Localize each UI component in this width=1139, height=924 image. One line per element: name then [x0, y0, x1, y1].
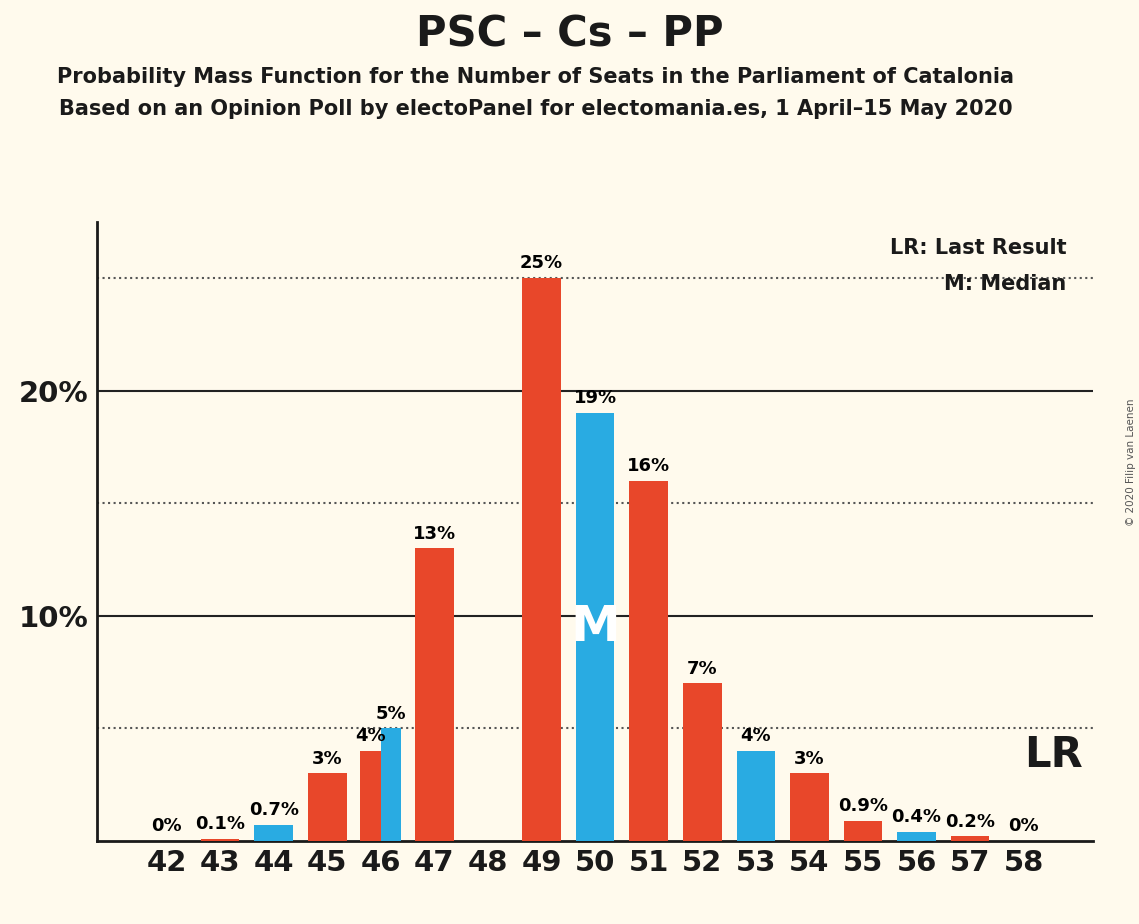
- Bar: [576, 413, 614, 841]
- Text: M: Median: M: Median: [944, 274, 1066, 294]
- Text: 4%: 4%: [740, 727, 771, 745]
- Text: 0.4%: 0.4%: [892, 808, 942, 826]
- Text: LR: Last Result: LR: Last Result: [890, 237, 1066, 258]
- Text: 0.7%: 0.7%: [248, 801, 298, 820]
- Text: 3%: 3%: [312, 749, 343, 768]
- Text: 4%: 4%: [355, 727, 386, 745]
- Bar: [523, 278, 560, 841]
- Text: 0%: 0%: [1008, 817, 1039, 835]
- Bar: [308, 773, 346, 841]
- Text: 25%: 25%: [521, 254, 563, 273]
- Text: 5%: 5%: [376, 705, 407, 723]
- Text: LR: LR: [1024, 735, 1082, 776]
- Bar: [844, 821, 883, 841]
- Bar: [737, 751, 776, 841]
- Text: Probability Mass Function for the Number of Seats in the Parliament of Catalonia: Probability Mass Function for the Number…: [57, 67, 1014, 88]
- Text: 13%: 13%: [412, 525, 456, 542]
- Text: 3%: 3%: [794, 749, 825, 768]
- Text: 0%: 0%: [151, 817, 182, 835]
- Text: 0.9%: 0.9%: [838, 797, 888, 815]
- Text: M: M: [571, 603, 620, 651]
- Bar: [380, 728, 401, 841]
- Bar: [200, 839, 239, 841]
- Text: 19%: 19%: [574, 390, 616, 407]
- Text: © 2020 Filip van Laenen: © 2020 Filip van Laenen: [1126, 398, 1136, 526]
- Bar: [951, 836, 990, 841]
- Text: 0.1%: 0.1%: [195, 815, 245, 833]
- Bar: [630, 480, 667, 841]
- Text: Based on an Opinion Poll by electoPanel for electomania.es, 1 April–15 May 2020: Based on an Opinion Poll by electoPanel …: [58, 99, 1013, 119]
- Text: 0.2%: 0.2%: [945, 813, 995, 831]
- Text: 7%: 7%: [687, 660, 718, 677]
- Bar: [683, 683, 722, 841]
- Bar: [254, 825, 293, 841]
- Bar: [360, 751, 380, 841]
- Text: PSC – Cs – PP: PSC – Cs – PP: [416, 14, 723, 55]
- Bar: [415, 548, 453, 841]
- Bar: [790, 773, 829, 841]
- Text: 16%: 16%: [628, 457, 670, 475]
- Bar: [898, 832, 936, 841]
